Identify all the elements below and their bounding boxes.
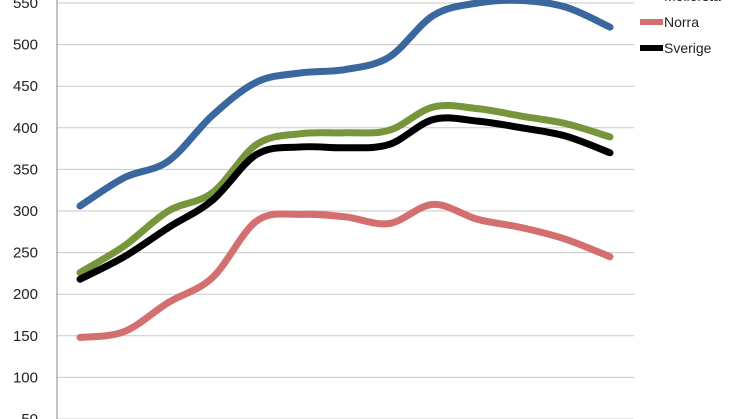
series-line-mellersta [76,102,614,277]
legend: Mellersta Norra Sverige [640,0,721,56]
y-tick-label: 500 [13,37,38,54]
y-tick-label: 350 [13,161,38,178]
y-tick-label: 200 [13,286,38,303]
y-tick-label: 550 [13,0,38,12]
y-axis-tick-labels: 50 100 150 200 250 300 350 400 450 500 550 [13,0,38,419]
legend-label-norra: Norra [664,14,699,30]
series-line-sverige [76,114,614,283]
series-line-norra [76,200,614,341]
y-tick-label: 300 [13,203,38,220]
y-tick-label: 100 [13,369,38,386]
legend-label-mellersta: Mellersta [664,0,721,4]
y-tick-label: 450 [13,78,38,95]
y-tick-label: 250 [13,245,38,262]
y-tick-label: 50 [21,411,38,419]
y-tick-label: 400 [13,120,38,137]
series-line-series-1 [76,0,614,210]
grid-lines [57,2,634,419]
y-tick-label: 150 [13,328,38,345]
series-lines [76,0,614,341]
legend-label-sverige: Sverige [664,40,712,56]
